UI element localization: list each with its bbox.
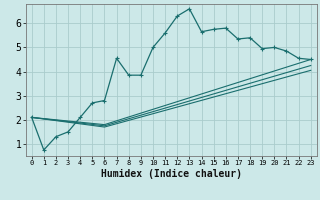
X-axis label: Humidex (Indice chaleur): Humidex (Indice chaleur) bbox=[101, 169, 242, 179]
